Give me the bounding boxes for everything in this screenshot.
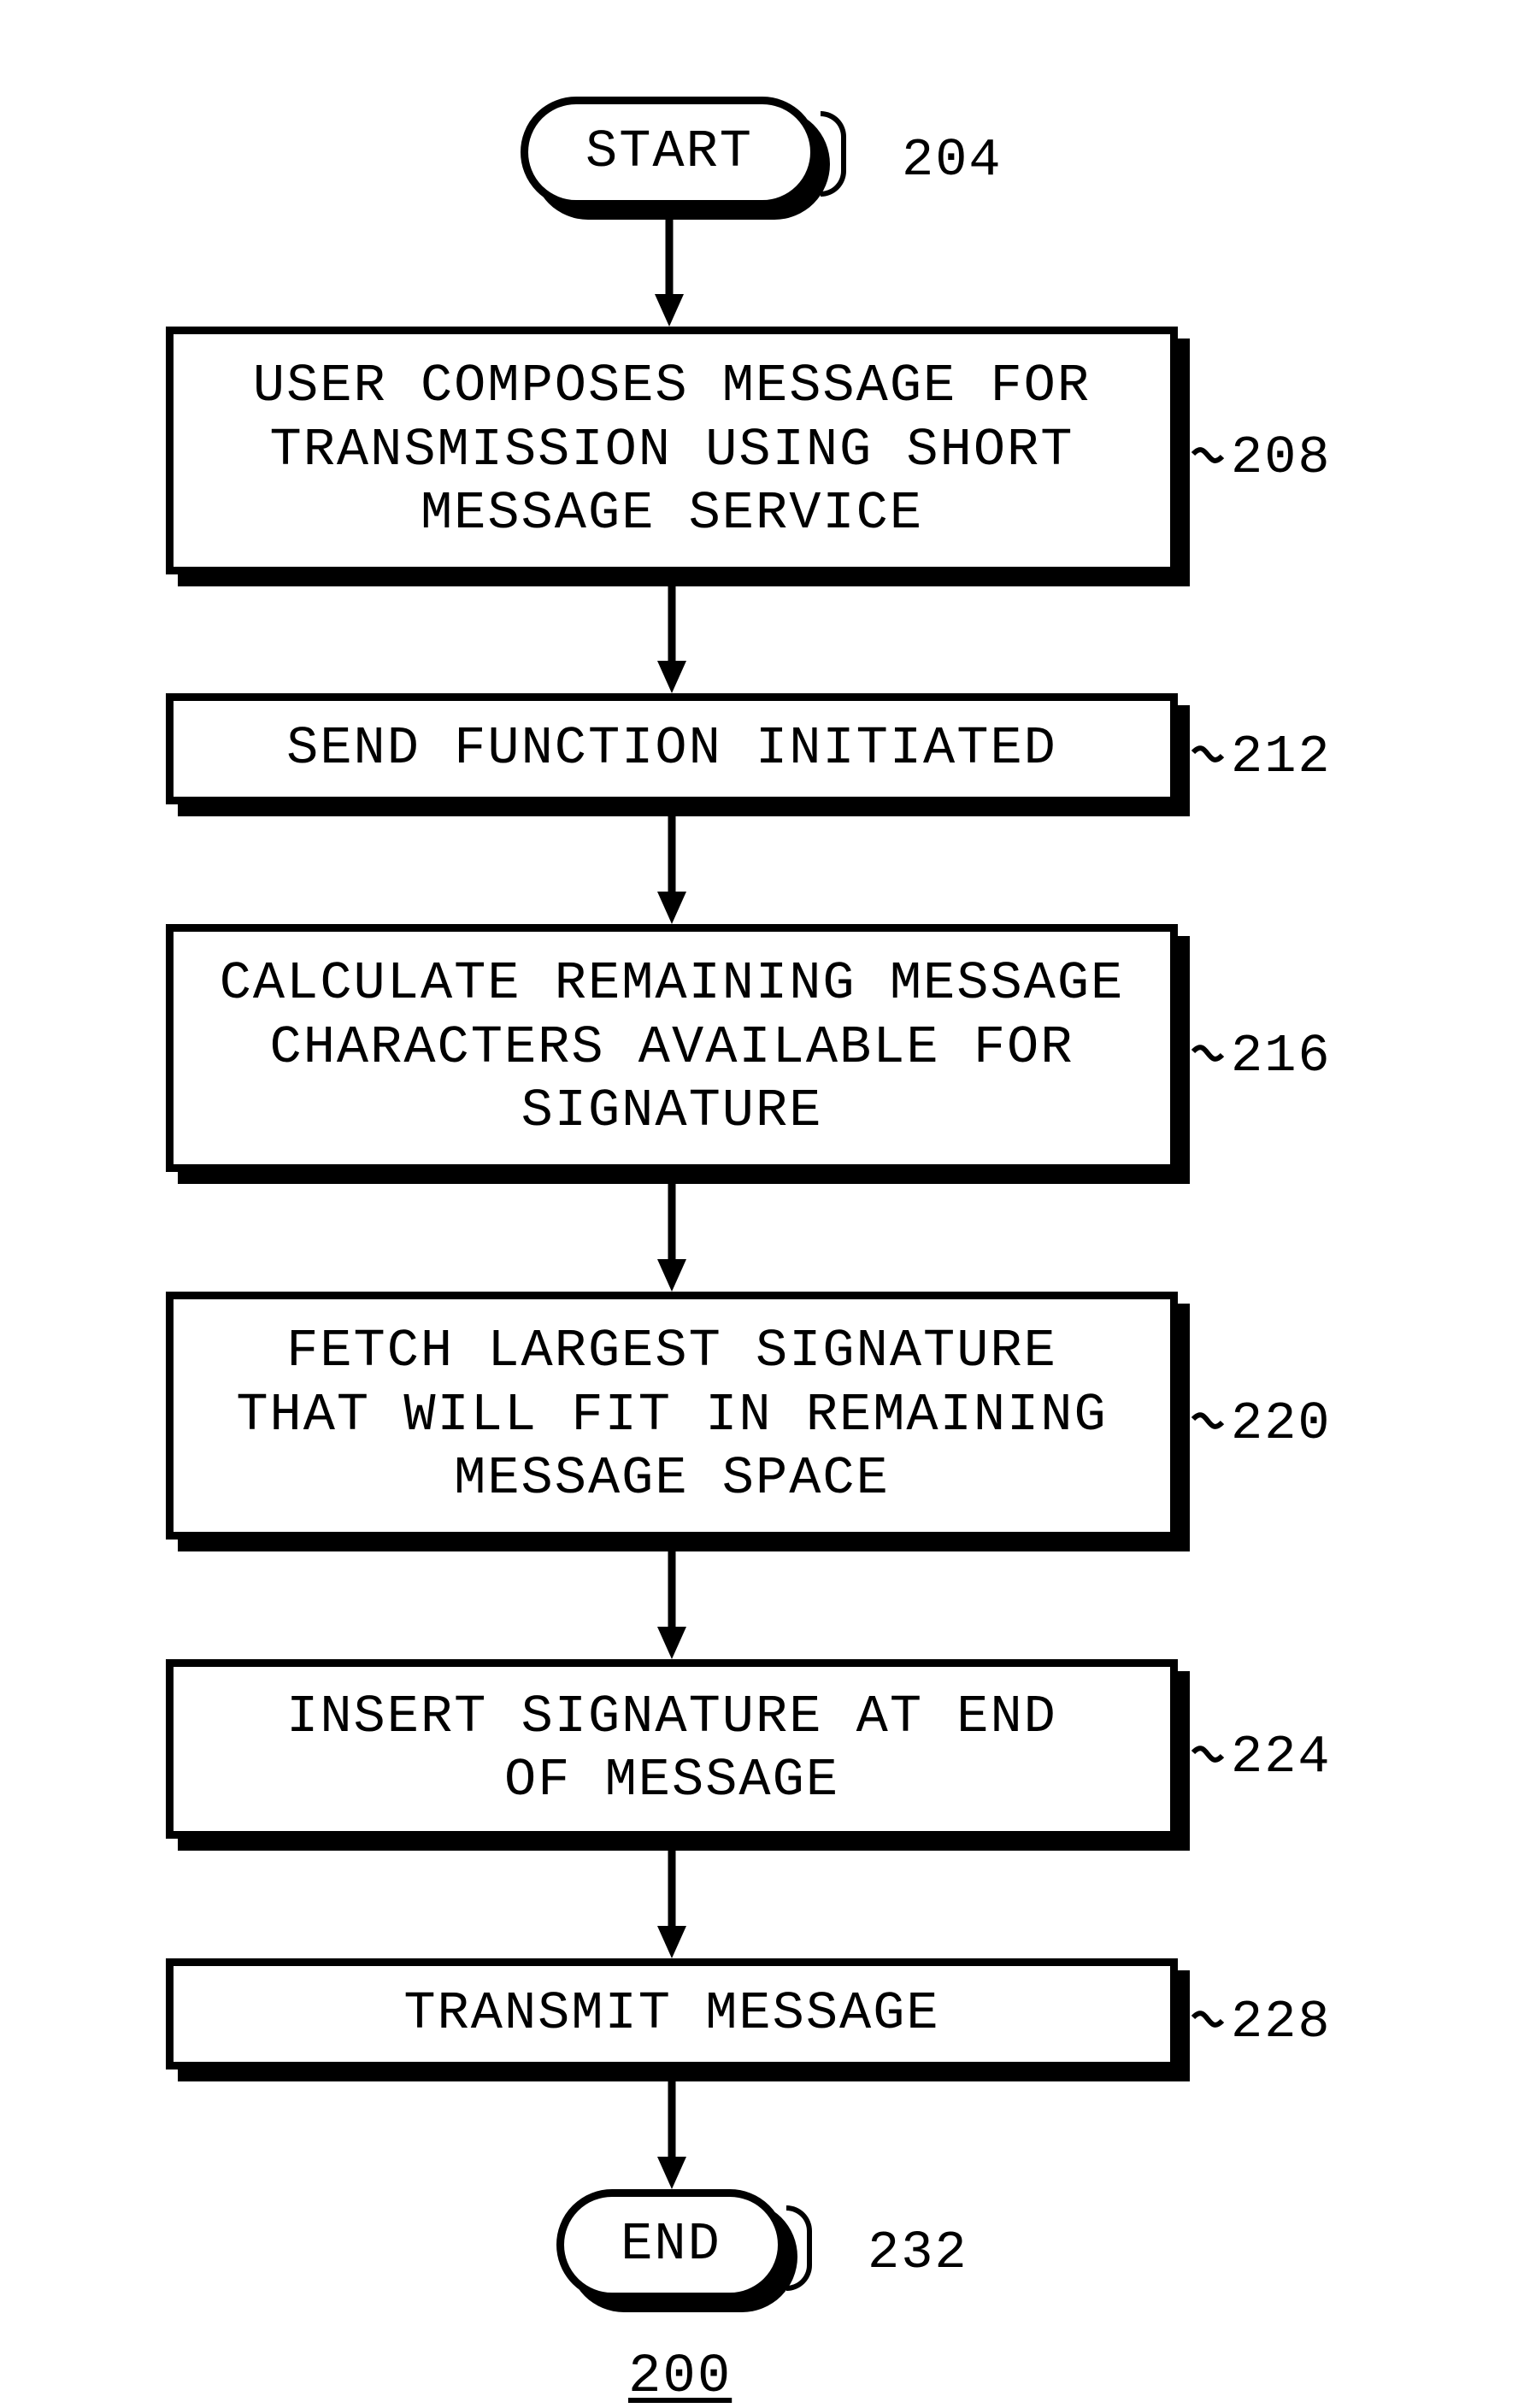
node-n208-text: USER COMPOSES MESSAGE FOR TRANSMISSION U… [253,355,1091,545]
ref-label-216: 216 [1231,1026,1332,1086]
node-n228-text: TRANSMIT MESSAGE [403,1982,939,2046]
arrow [657,2081,686,2189]
node-end-text: END [621,2213,721,2276]
node-start: START [521,97,818,208]
leader-212 [1193,748,1222,760]
arrow [657,1851,686,1958]
node-n224: INSERT SIGNATURE AT END OF MESSAGE [166,1659,1178,1839]
flowchart-canvas: START USER COMPOSES MESSAGE FOR TRANSMISS… [0,0,1518,2367]
arrow [657,1184,686,1292]
arrow [657,1551,686,1659]
node-n220-text: FETCH LARGEST SIGNATURE THAT WILL FIT IN… [236,1320,1107,1510]
node-n208: USER COMPOSES MESSAGE FOR TRANSMISSION U… [166,327,1178,574]
figure-number: 200 [628,2346,732,2408]
arrow [655,220,684,327]
ref-label-228: 228 [1231,1992,1332,2052]
leader-224 [1193,1748,1222,1760]
ref-label-224: 224 [1231,1727,1332,1787]
leader-228 [1193,2013,1222,2025]
leader-220 [1193,1415,1222,1427]
node-start-text: START [585,121,753,184]
node-n212-text: SEND FUNCTION INITIATED [286,717,1057,780]
node-n224-text: INSERT SIGNATURE AT END OF MESSAGE [286,1686,1057,1813]
node-n228: TRANSMIT MESSAGE [166,1958,1178,2069]
node-n216: CALCULATE REMAINING MESSAGE CHARACTERS A… [166,924,1178,1172]
node-n216-text: CALCULATE REMAINING MESSAGE CHARACTERS A… [220,952,1125,1143]
brace-204 [821,111,846,197]
ref-label-232: 232 [868,2223,968,2283]
node-n212: SEND FUNCTION INITIATED [166,693,1178,804]
arrow [657,816,686,924]
node-end: END [556,2189,785,2300]
leader-216 [1193,1047,1222,1059]
node-n220: FETCH LARGEST SIGNATURE THAT WILL FIT IN… [166,1292,1178,1540]
leader-208 [1193,450,1222,461]
ref-label-220: 220 [1231,1393,1332,1454]
ref-label-212: 212 [1231,727,1332,787]
ref-label-204: 204 [902,130,1003,191]
brace-232 [786,2205,812,2291]
ref-label-208: 208 [1231,427,1332,488]
arrow [657,586,686,693]
